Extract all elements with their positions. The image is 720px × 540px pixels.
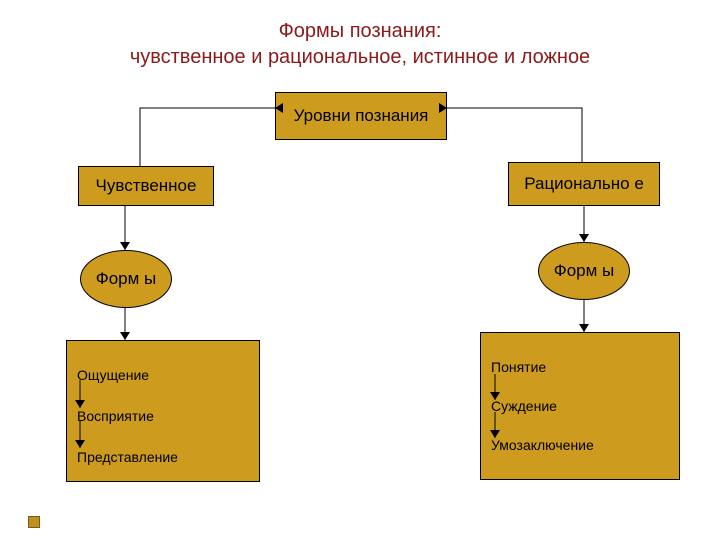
node-sensory-label: Чувственное — [96, 176, 197, 196]
slide-bullet-icon — [28, 516, 40, 528]
node-list-left: Ощущение Восприятие Представление — [66, 340, 260, 482]
node-rational-label: Рационально е — [524, 174, 644, 194]
node-forms-right: Форм ы — [538, 242, 630, 300]
node-list-right: Понятие Суждение Умозаключение — [480, 332, 680, 480]
list-item: Умозаключение — [491, 437, 669, 454]
list-item: Суждение — [491, 398, 669, 415]
page-title: Формы познания: чувственное и рациональн… — [0, 0, 720, 70]
node-forms-right-label: Форм ы — [554, 261, 614, 281]
title-line-2: чувственное и рациональное, истинное и л… — [0, 44, 720, 70]
node-root-label: Уровни познания — [294, 106, 429, 126]
node-rational: Рационально е — [508, 162, 660, 206]
node-forms-left: Форм ы — [80, 250, 172, 308]
list-item: Представление — [77, 449, 249, 466]
node-sensory: Чувственное — [78, 166, 214, 206]
list-item: Ощущение — [77, 367, 249, 384]
list-item: Восприятие — [77, 408, 249, 425]
list-item: Понятие — [491, 359, 669, 376]
title-line-1: Формы познания: — [0, 18, 720, 44]
node-root: Уровни познания — [275, 92, 447, 140]
node-forms-left-label: Форм ы — [96, 269, 156, 289]
